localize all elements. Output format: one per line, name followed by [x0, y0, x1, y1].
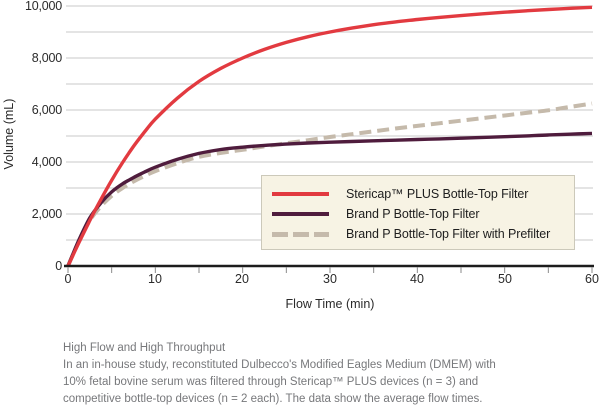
x-tick-label: 40 — [410, 272, 424, 286]
caption-line: 10% fetal bovine serum was filtered thro… — [63, 376, 479, 388]
x-tick-label: 20 — [235, 272, 249, 286]
x-axis-title: Flow Time (min) — [285, 297, 375, 311]
line-chart — [64, 5, 594, 273]
stericap-line-swatch-icon — [272, 192, 329, 196]
x-tick-label: 50 — [498, 272, 512, 286]
legend-item-brand-p: Brand P Bottle-Top Filter — [262, 204, 574, 224]
y-tick-label: 4,000 — [31, 155, 62, 169]
series-line-2 — [66, 101, 593, 267]
chart-legend: Stericap™ PLUS Bottle-Top Filter Brand P… — [261, 175, 575, 250]
x-tick-label: 30 — [323, 272, 337, 286]
legend-label: Brand P Bottle-Top Filter with Prefilter — [346, 227, 551, 241]
x-tick-label: 0 — [64, 272, 72, 286]
figure-caption: High Flow and High Throughput In an in-h… — [63, 340, 583, 408]
y-tick-label: 0 — [55, 259, 62, 273]
x-tick-label: 60 — [585, 272, 599, 286]
legend-label: Brand P Bottle-Top Filter — [346, 207, 480, 221]
brand-p-line-swatch-icon — [272, 212, 329, 216]
caption-heading: High Flow and High Throughput — [63, 342, 226, 354]
y-tick-label: 8,000 — [31, 51, 62, 65]
series-line-1 — [66, 131, 593, 267]
y-tick-label: 10,000 — [24, 0, 62, 13]
caption-line: competitive bottle-top devices (n = 2 ea… — [63, 393, 483, 405]
series-line-0 — [66, 5, 593, 267]
legend-label: Stericap™ PLUS Bottle-Top Filter — [346, 187, 529, 201]
caption-line: In an in-house study, reconstituted Dulb… — [63, 359, 496, 371]
x-axis-ticks — [67, 267, 593, 273]
brand-p-prefilter-dashed-swatch-icon — [272, 231, 329, 237]
x-tick-label: 10 — [148, 272, 162, 286]
y-axis-title: Volume (mL) — [2, 98, 16, 170]
legend-item-stericap: Stericap™ PLUS Bottle-Top Filter — [262, 184, 574, 204]
flow-chart-panel: 0 2,000 4,000 6,000 8,000 10,000 0 10 20… — [2, 0, 599, 311]
series-lines — [66, 5, 593, 267]
legend-item-brand-p-prefilter: Brand P Bottle-Top Filter with Prefilter — [262, 224, 574, 244]
y-tick-label: 2,000 — [31, 207, 62, 221]
y-tick-label: 6,000 — [31, 103, 62, 117]
